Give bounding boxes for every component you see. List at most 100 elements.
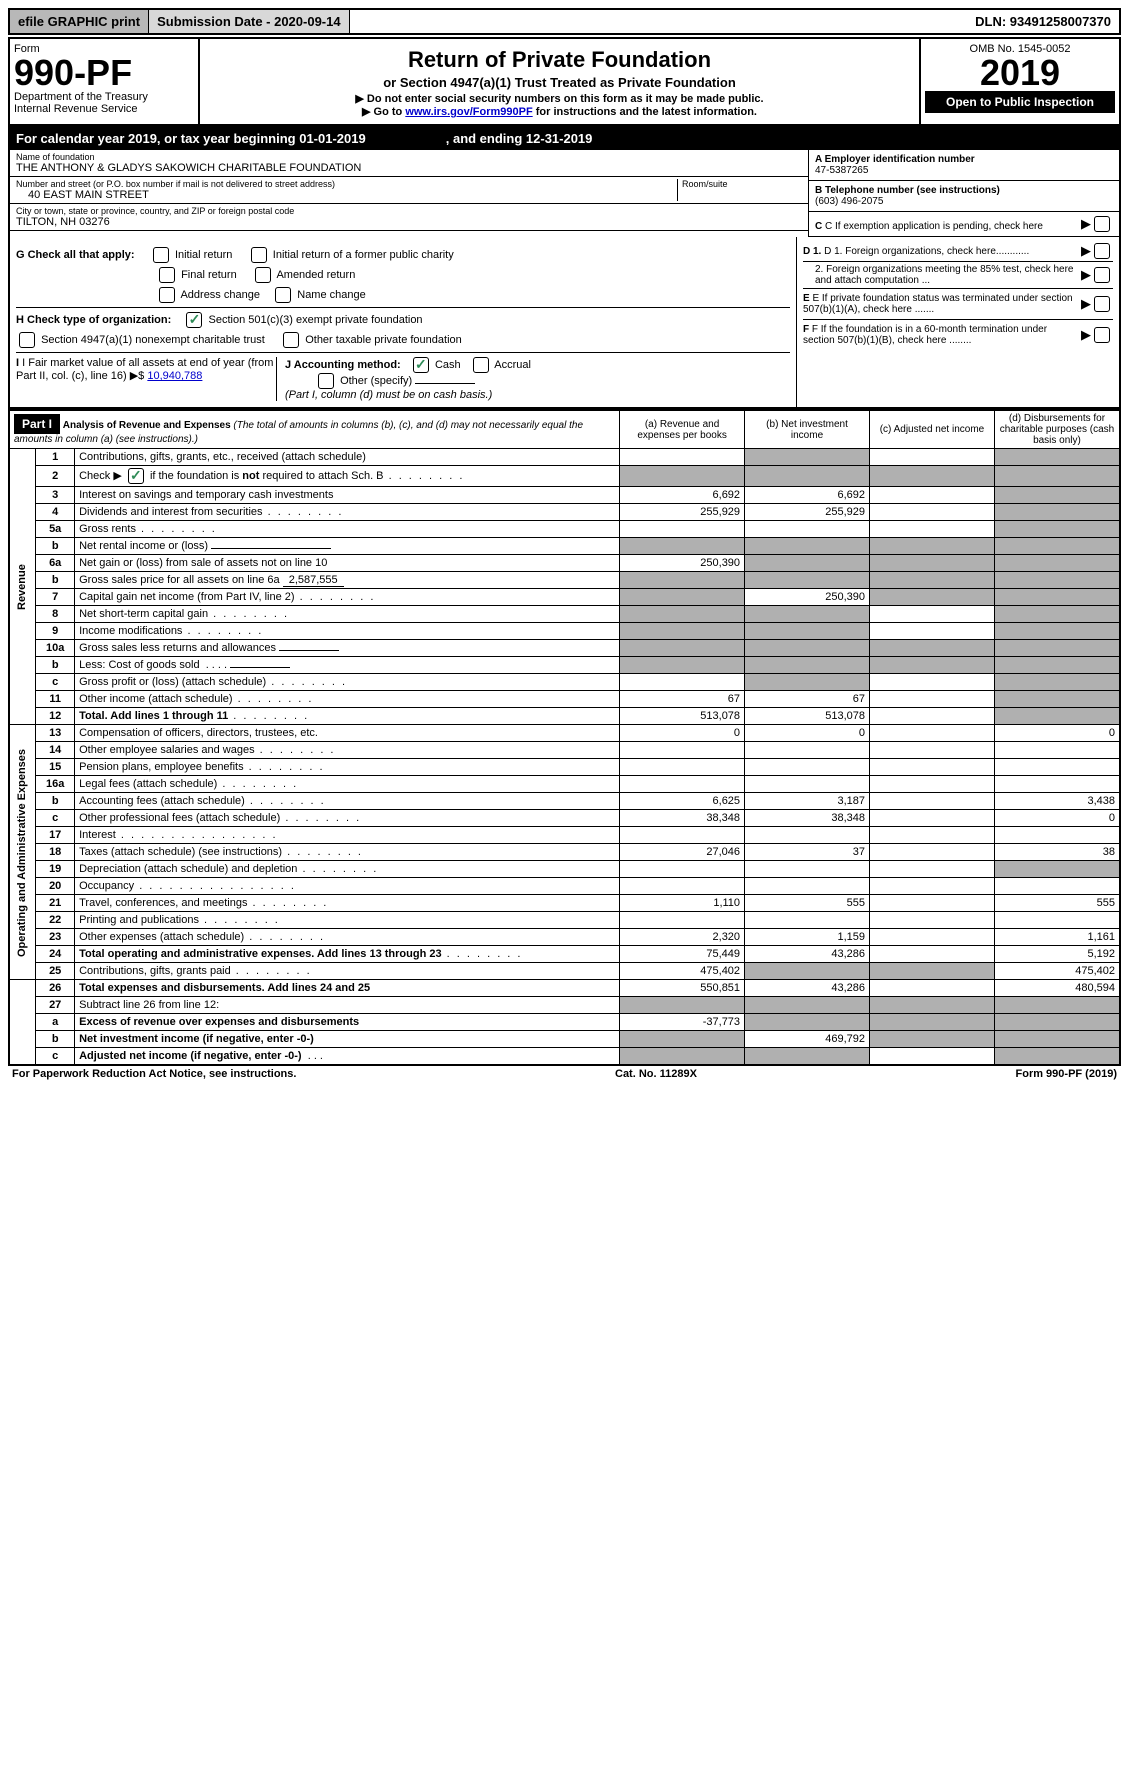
- sch-b-checkbox[interactable]: [128, 468, 144, 484]
- table-row: 23Other expenses (attach schedule)2,3201…: [9, 929, 1120, 946]
- form-header: Form 990-PF Department of the Treasury I…: [8, 37, 1121, 127]
- amended-checkbox[interactable]: [255, 267, 271, 283]
- instructions-link[interactable]: www.irs.gov/Form990PF: [405, 106, 532, 118]
- c-checkbox[interactable]: [1094, 216, 1110, 232]
- r16cd-val: 0: [994, 810, 1120, 827]
- arrow-icon: ▶: [1081, 267, 1091, 283]
- table-row: 24Total operating and administrative exp…: [9, 946, 1120, 963]
- calendar-text: For calendar year 2019, or tax year begi…: [16, 131, 366, 146]
- ij-row: I I Fair market value of all assets at e…: [16, 352, 790, 401]
- r10b-desc: Less: Cost of goods sold: [79, 659, 199, 671]
- f-checkbox[interactable]: [1094, 327, 1110, 343]
- 501c3-label: Section 501(c)(3) exempt private foundat…: [209, 314, 423, 326]
- city: TILTON, NH 03276: [16, 216, 802, 228]
- note1: ▶ Do not enter social security numbers o…: [206, 92, 913, 105]
- addr-change-checkbox[interactable]: [159, 287, 175, 303]
- ein: 47-5387265: [815, 165, 1113, 176]
- c-row: C C If exemption application is pending,…: [809, 212, 1119, 237]
- r16a-desc: Legal fees (attach schedule): [79, 778, 217, 790]
- table-row: 26Total expenses and disbursements. Add …: [9, 980, 1120, 997]
- foundation-name: THE ANTHONY & GLADYS SAKOWICH CHARITABLE…: [16, 162, 802, 174]
- final-label: Final return: [181, 269, 237, 281]
- addr-change-label: Address change: [180, 289, 260, 301]
- 4947-checkbox[interactable]: [19, 332, 35, 348]
- table-row: bNet investment income (if negative, ent…: [9, 1031, 1120, 1048]
- table-row: cGross profit or (loss) (attach schedule…: [9, 674, 1120, 691]
- r16b-desc: Accounting fees (attach schedule): [79, 795, 245, 807]
- note2-prefix: ▶ Go to: [362, 106, 405, 118]
- e-checkbox[interactable]: [1094, 296, 1110, 312]
- info-right: A Employer identification number 47-5387…: [808, 150, 1119, 237]
- e-label: E If private foundation status was termi…: [803, 293, 1073, 315]
- arrow-icon: ▶: [1081, 243, 1091, 259]
- f-row: F F If the foundation is in a 60-month t…: [803, 320, 1113, 350]
- arrow-icon: ▶: [1081, 216, 1091, 232]
- r20-desc: Occupancy: [79, 880, 134, 892]
- accrual-label: Accrual: [494, 359, 531, 371]
- room-label: Room/suite: [682, 179, 802, 189]
- final-checkbox[interactable]: [159, 267, 175, 283]
- r25-desc: Contributions, gifts, grants paid: [79, 965, 231, 977]
- footer-center: Cat. No. 11289X: [615, 1068, 697, 1080]
- r23-desc: Other expenses (attach schedule): [79, 931, 244, 943]
- r27aa-val: -37,773: [620, 1014, 745, 1031]
- initial-former-checkbox[interactable]: [251, 247, 267, 263]
- table-row: bGross sales price for all assets on lin…: [9, 572, 1120, 589]
- 501c3-checkbox[interactable]: [186, 312, 202, 328]
- e-row: E E If private foundation status was ter…: [803, 289, 1113, 320]
- c-label: C If exemption application is pending, c…: [825, 221, 1043, 232]
- f-label: F If the foundation is in a 60-month ter…: [803, 324, 1047, 346]
- r24-desc: Total operating and administrative expen…: [79, 948, 441, 960]
- dln: DLN: 93491258007370: [967, 10, 1119, 33]
- subtitle: or Section 4947(a)(1) Trust Treated as P…: [206, 75, 913, 90]
- fmv-link[interactable]: 10,940,788: [147, 370, 202, 382]
- initial-checkbox[interactable]: [153, 247, 169, 263]
- arrow-icon: ▶: [1081, 296, 1091, 312]
- r15-desc: Pension plans, employee benefits: [79, 761, 244, 773]
- other-taxable-label: Other taxable private foundation: [305, 334, 462, 346]
- table-row: 19Depreciation (attach schedule) and dep…: [9, 861, 1120, 878]
- r18-desc: Taxes (attach schedule) (see instruction…: [79, 846, 282, 858]
- r23d-val: 1,161: [994, 929, 1120, 946]
- submission-date: Submission Date - 2020-09-14: [149, 10, 350, 33]
- r14-desc: Other employee salaries and wages: [79, 744, 254, 756]
- table-row: 27Subtract line 26 from line 12:: [9, 997, 1120, 1014]
- efile-label[interactable]: efile GRAPHIC print: [10, 10, 149, 33]
- d1-checkbox[interactable]: [1094, 243, 1110, 259]
- name-change-checkbox[interactable]: [275, 287, 291, 303]
- header-center: Return of Private Foundation or Section …: [200, 39, 919, 124]
- r2-desc: if the foundation is not required to att…: [150, 470, 384, 482]
- g-line: G Check all that apply: Initial return I…: [16, 247, 790, 263]
- city-label: City or town, state or province, country…: [16, 206, 802, 216]
- table-row: 5aGross rents: [9, 521, 1120, 538]
- table-row: 20Occupancy: [9, 878, 1120, 895]
- g-line2: Final return Amended return: [16, 267, 790, 283]
- footer-left: For Paperwork Reduction Act Notice, see …: [12, 1068, 296, 1080]
- footer: For Paperwork Reduction Act Notice, see …: [8, 1066, 1121, 1082]
- initial-label: Initial return: [175, 249, 232, 261]
- r16bb-val: 3,187: [745, 793, 870, 810]
- r16bd-val: 3,438: [994, 793, 1120, 810]
- table-row: bLess: Cost of goods sold . . . .: [9, 657, 1120, 674]
- r12b-val: 513,078: [745, 708, 870, 725]
- accrual-checkbox[interactable]: [473, 357, 489, 373]
- other-taxable-checkbox[interactable]: [283, 332, 299, 348]
- r11b-val: 67: [745, 691, 870, 708]
- r27bb-val: 469,792: [745, 1031, 870, 1048]
- cash-checkbox[interactable]: [413, 357, 429, 373]
- other-method-checkbox[interactable]: [318, 373, 334, 389]
- r13d-val: 0: [994, 725, 1120, 742]
- table-row: 14Other employee salaries and wages: [9, 742, 1120, 759]
- r3a-val: 6,692: [620, 487, 745, 504]
- r3b-val: 6,692: [745, 487, 870, 504]
- part1-label: Part I: [14, 414, 60, 434]
- d1-row: D 1. D 1. Foreign organizations, check h…: [803, 243, 1113, 262]
- r6b-desc: Gross sales price for all assets on line…: [79, 574, 280, 586]
- checks-left: G Check all that apply: Initial return I…: [10, 237, 796, 407]
- r22-desc: Printing and publications: [79, 914, 199, 926]
- r24a-val: 75,449: [620, 946, 745, 963]
- d2-checkbox[interactable]: [1094, 267, 1110, 283]
- arrow-icon: ▶: [1081, 327, 1091, 343]
- table-row: bNet rental income or (loss): [9, 538, 1120, 555]
- top-bar: efile GRAPHIC print Submission Date - 20…: [8, 8, 1121, 35]
